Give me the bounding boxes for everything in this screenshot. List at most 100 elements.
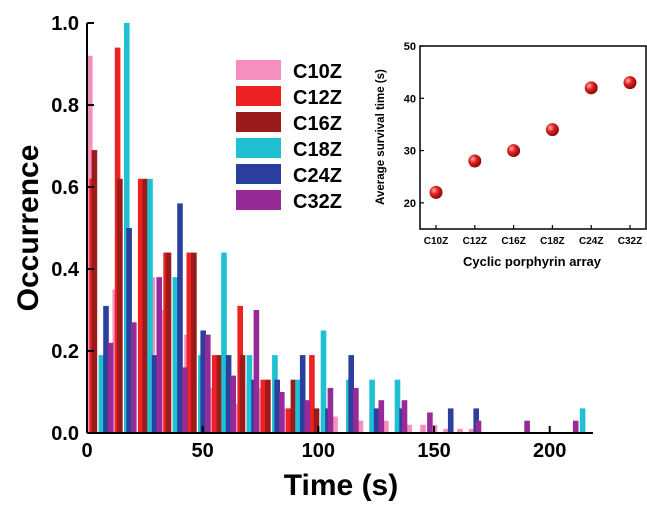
inset-point-c18z [545, 123, 559, 137]
inset-point-c16z [507, 144, 521, 158]
legend-label-c24z: C24Z [293, 165, 342, 187]
bar-c32z-8 [304, 400, 311, 433]
legend-swatch-c10z [236, 60, 281, 80]
bar-c12z-9 [309, 355, 315, 433]
legend-swatch-c32z [236, 190, 281, 210]
bar-c24z-7 [274, 379, 280, 433]
legend-swatch-c18z [236, 138, 281, 158]
inset-chart: 20 30 40 50 C10Z C12Z C16Z C18Z C24Z C32Z Cyclic… [375, 41, 647, 269]
main-y-ticks: 0.0 0.2 0.4 0.6 0.8 1.0 [51, 13, 94, 445]
inset-y-tick-label: 20 [404, 198, 416, 210]
bar-c16z-5 [216, 355, 223, 433]
bar-c12z-2 [137, 178, 144, 433]
main-y-tick-label: 0.8 [51, 95, 79, 117]
main-plot-bars [87, 23, 586, 434]
main-y-tick-label: 1.0 [51, 13, 79, 35]
bar-c16z-7 [265, 379, 271, 433]
legend-label-c12z: C12Z [293, 87, 342, 109]
bar-c16z-2 [142, 178, 149, 433]
legend: C10Z C12Z C16Z C18Z C24Z C32Z [236, 60, 342, 213]
legend-swatch-c16z [236, 112, 281, 132]
inset-x-tick-label: C32Z [618, 236, 642, 247]
inset-x-tick-label: C12Z [463, 236, 487, 247]
bar-c12z-7 [260, 379, 267, 433]
bar-c24z-11 [373, 408, 380, 433]
main-y-tick-label: 0.6 [51, 177, 79, 199]
inset-y-tick-label: 30 [404, 146, 416, 158]
bar-c32z-16 [572, 420, 579, 433]
bar-c32z-0 [107, 342, 114, 433]
main-x-tick-label: 100 [302, 440, 335, 462]
inset-x-ticks: C10Z C12Z C16Z C18Z C24Z C32Z [424, 225, 642, 247]
main-y-tick-label: 0.0 [51, 423, 79, 445]
bar-c24z-3 [177, 203, 183, 433]
bar-c18z-9 [320, 330, 327, 433]
bar-c32z-11 [378, 400, 385, 433]
bar-c24z-1 [126, 228, 132, 433]
main-x-tick-label: 200 [533, 440, 566, 462]
main-x-tick-label: 50 [192, 440, 214, 462]
bar-c10z-20 [332, 416, 338, 433]
legend-swatch-c12z [236, 86, 281, 106]
bar-c12z-5 [211, 355, 218, 433]
inset-x-tick-label: C10Z [424, 236, 448, 247]
bar-c32z-4 [205, 334, 211, 433]
inset-x-axis-label: Cyclic porphyrin array [463, 254, 602, 269]
inset-y-axis-label: Average survival time (s) [375, 69, 387, 205]
bar-c10z-24 [383, 420, 389, 433]
bar-c12z-8 [286, 408, 292, 433]
bar-c18z-8 [295, 379, 301, 433]
inset-point-c32z [623, 76, 637, 90]
bar-c32z-3 [181, 367, 188, 433]
bar-c16z-6 [239, 355, 246, 433]
inset-y-ticks: 20 30 40 50 [404, 41, 424, 210]
bar-c32z-14 [475, 420, 482, 433]
main-y-tick-label: 0.2 [51, 341, 79, 363]
legend-swatch-c24z [236, 164, 281, 184]
bar-c18z-11 [369, 379, 375, 433]
bar-c16z-4 [191, 252, 197, 433]
legend-label-c10z: C10Z [293, 61, 342, 83]
inset-point-c24z [584, 81, 598, 95]
main-x-tick-label: 150 [417, 440, 450, 462]
bar-c16z-3 [165, 252, 172, 433]
main-x-tick-label: 0 [81, 440, 92, 462]
bar-c10z-31 [468, 428, 475, 433]
bar-c10z-27 [420, 424, 426, 433]
bar-c32z-2 [156, 277, 162, 433]
bar-c32z-13 [427, 412, 433, 433]
legend-label-c16z: C16Z [293, 113, 342, 135]
bar-c24z-13 [447, 408, 454, 433]
inset-x-tick-label: C16Z [501, 236, 525, 247]
bar-c24z-4 [200, 330, 206, 433]
inset-point-c12z [468, 154, 482, 168]
inset-y-tick-label: 40 [404, 93, 416, 105]
bar-c32z-15 [524, 420, 530, 433]
inset-x-tick-label: C18Z [540, 236, 564, 247]
bar-c18z-13 [579, 408, 586, 433]
bar-c10z-30 [457, 428, 463, 433]
bar-c16z-9 [313, 408, 320, 433]
bar-c24z-0 [103, 305, 109, 433]
inset-y-tick-label: 50 [404, 41, 416, 53]
bar-c18z-5 [221, 252, 227, 433]
main-x-axis-label: Time (s) [284, 469, 398, 502]
bar-c32z-6 [253, 310, 260, 433]
inset-frame [419, 45, 647, 230]
main-y-tick-label: 0.4 [51, 259, 80, 281]
bar-c18z-0 [98, 355, 105, 433]
main-y-axis-label: Occurrence [12, 145, 45, 312]
bar-c18z-3 [172, 277, 179, 433]
main-x-ticks: 0 50 100 150 200 [81, 426, 566, 462]
bar-c32z-12 [401, 400, 408, 433]
bar-c24z-5 [225, 355, 232, 433]
inset-point-c10z [429, 185, 443, 199]
bar-c10z-26 [406, 424, 412, 433]
bar-c10z-22 [357, 420, 364, 433]
bar-c18z-6 [246, 355, 253, 433]
bar-c24z-10 [348, 355, 354, 433]
inset-points [429, 76, 637, 199]
bar-c32z-1 [131, 322, 137, 433]
